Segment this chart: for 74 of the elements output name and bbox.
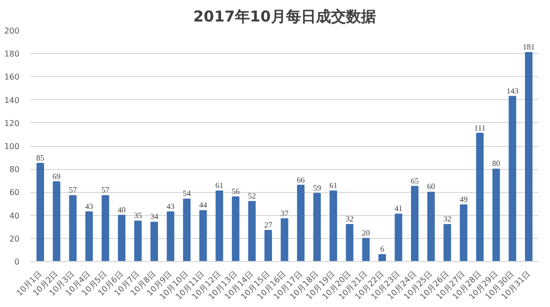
data-label: 43 (166, 202, 175, 211)
bar (248, 200, 256, 262)
data-label: 6 (380, 244, 384, 254)
bar (508, 96, 516, 262)
y-tick-label: 140 (4, 96, 20, 105)
y-tick-label: 100 (4, 142, 20, 151)
y-tick-label: 0 (14, 258, 20, 266)
y-tick-label: 40 (9, 211, 20, 220)
data-label: 69 (52, 172, 61, 181)
bar (297, 184, 305, 262)
data-label: 41 (394, 204, 402, 214)
bar (199, 210, 207, 262)
bar (476, 132, 484, 262)
data-label: 49 (460, 194, 468, 204)
data-label: 32 (443, 214, 452, 224)
data-label: 20 (362, 228, 370, 238)
data-label: 56 (232, 186, 240, 196)
bar (52, 181, 60, 262)
bar (85, 211, 93, 262)
data-label: 66 (296, 175, 305, 184)
data-label: 85 (36, 153, 44, 162)
bar (313, 192, 321, 262)
bar (36, 162, 44, 262)
data-label: 80 (492, 159, 500, 168)
bar (444, 224, 452, 262)
data-label: 43 (85, 202, 94, 211)
data-label: 44 (199, 200, 208, 210)
data-label: 57 (68, 186, 77, 195)
data-label: 65 (410, 176, 419, 186)
data-label: 57 (101, 186, 110, 195)
bar (346, 224, 354, 262)
chart-title: 2017年10月每日成交数据 (193, 8, 376, 26)
data-label: 52 (248, 191, 256, 200)
y-tick-label: 120 (4, 118, 20, 128)
bar (69, 195, 77, 262)
data-label: 60 (427, 182, 436, 192)
bar (427, 192, 435, 262)
data-label: 143 (506, 86, 518, 96)
data-label: 32 (346, 214, 354, 224)
bar (102, 195, 110, 262)
data-label: 61 (215, 181, 224, 190)
y-tick-label: 60 (9, 188, 20, 198)
data-label: 40 (118, 205, 126, 214)
bar (150, 222, 158, 262)
data-label: 34 (150, 212, 158, 222)
data-label: 35 (134, 211, 142, 220)
data-label: 54 (182, 189, 191, 198)
data-label: 59 (313, 183, 322, 192)
data-label: 27 (264, 220, 272, 230)
bar (330, 190, 338, 262)
data-label: 61 (329, 181, 338, 190)
y-tick-label: 80 (9, 165, 20, 174)
data-label: 181 (522, 42, 535, 52)
y-tick-label: 180 (4, 50, 20, 59)
bar (394, 214, 402, 262)
y-tick-label: 160 (4, 72, 20, 82)
bar (492, 168, 500, 262)
data-label: 111 (474, 123, 486, 132)
bar (264, 230, 272, 262)
y-tick-label: 200 (4, 26, 20, 36)
bar (232, 196, 240, 262)
bar (118, 214, 126, 262)
bar (362, 238, 370, 262)
bar (134, 220, 142, 262)
bar (280, 218, 288, 262)
data-label: 37 (280, 208, 288, 218)
bar (216, 190, 224, 262)
y-tick-label: 20 (9, 234, 20, 244)
bar (411, 186, 419, 262)
bar (166, 211, 174, 262)
bar (183, 198, 191, 262)
bar (378, 254, 386, 262)
bar (460, 204, 468, 262)
bar (524, 52, 532, 262)
